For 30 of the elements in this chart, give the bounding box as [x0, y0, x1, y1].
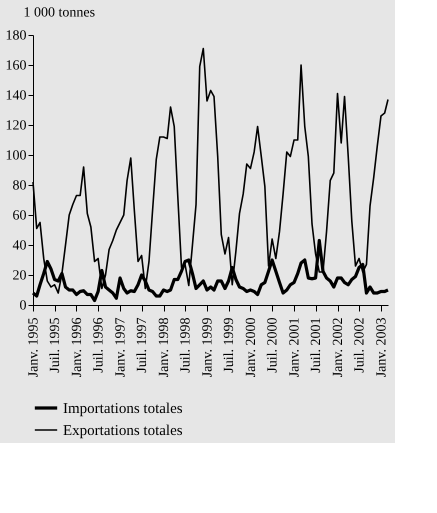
x-tick-label: Janv. 1995 [26, 318, 42, 378]
y-tick-label: 120 [6, 118, 26, 134]
y-tick-label: 40 [12, 238, 26, 254]
x-tick-label: Janv. 2002 [331, 318, 346, 378]
y-tick-label: 0 [20, 298, 26, 314]
y-tick-label: 60 [12, 208, 26, 224]
y-tick-label: 140 [6, 88, 26, 104]
x-tick-label: Juil. 1996 [92, 318, 107, 373]
x-tick-label: Juil. 1995 [48, 318, 64, 373]
x-tick-label: Juil. 2001 [309, 318, 324, 373]
y-tick-label: 80 [12, 178, 26, 194]
x-tick-label: Janv. 2003 [374, 318, 390, 378]
y-tick-label: 160 [6, 58, 26, 74]
x-tick-label: Juil. 2000 [266, 318, 281, 373]
legend-label: Exportations totales [63, 423, 183, 439]
x-tick-label: Janv. 1998 [157, 318, 172, 378]
x-tick-label: Janv. 1999 [200, 318, 216, 378]
x-tick-label: Janv. 2000 [244, 318, 259, 378]
x-tick-label: Juil. 1998 [178, 318, 194, 373]
x-tick-label: Janv. 2001 [288, 318, 303, 378]
y-tick-label: 180 [6, 28, 26, 44]
x-tick-label: Juil. 2002 [352, 318, 368, 373]
legend-label: Importations totales [63, 401, 183, 417]
y-axis-title: 1 000 tonnes [24, 6, 96, 20]
x-tick-label: Juil. 1997 [135, 318, 150, 373]
x-tick-label: Janv. 1997 [114, 318, 129, 378]
x-tick-label: Janv. 1996 [70, 318, 85, 378]
x-tick-label: Juil. 1999 [222, 318, 238, 373]
y-tick-label: 20 [12, 268, 26, 284]
y-tick-label: 100 [6, 148, 26, 164]
